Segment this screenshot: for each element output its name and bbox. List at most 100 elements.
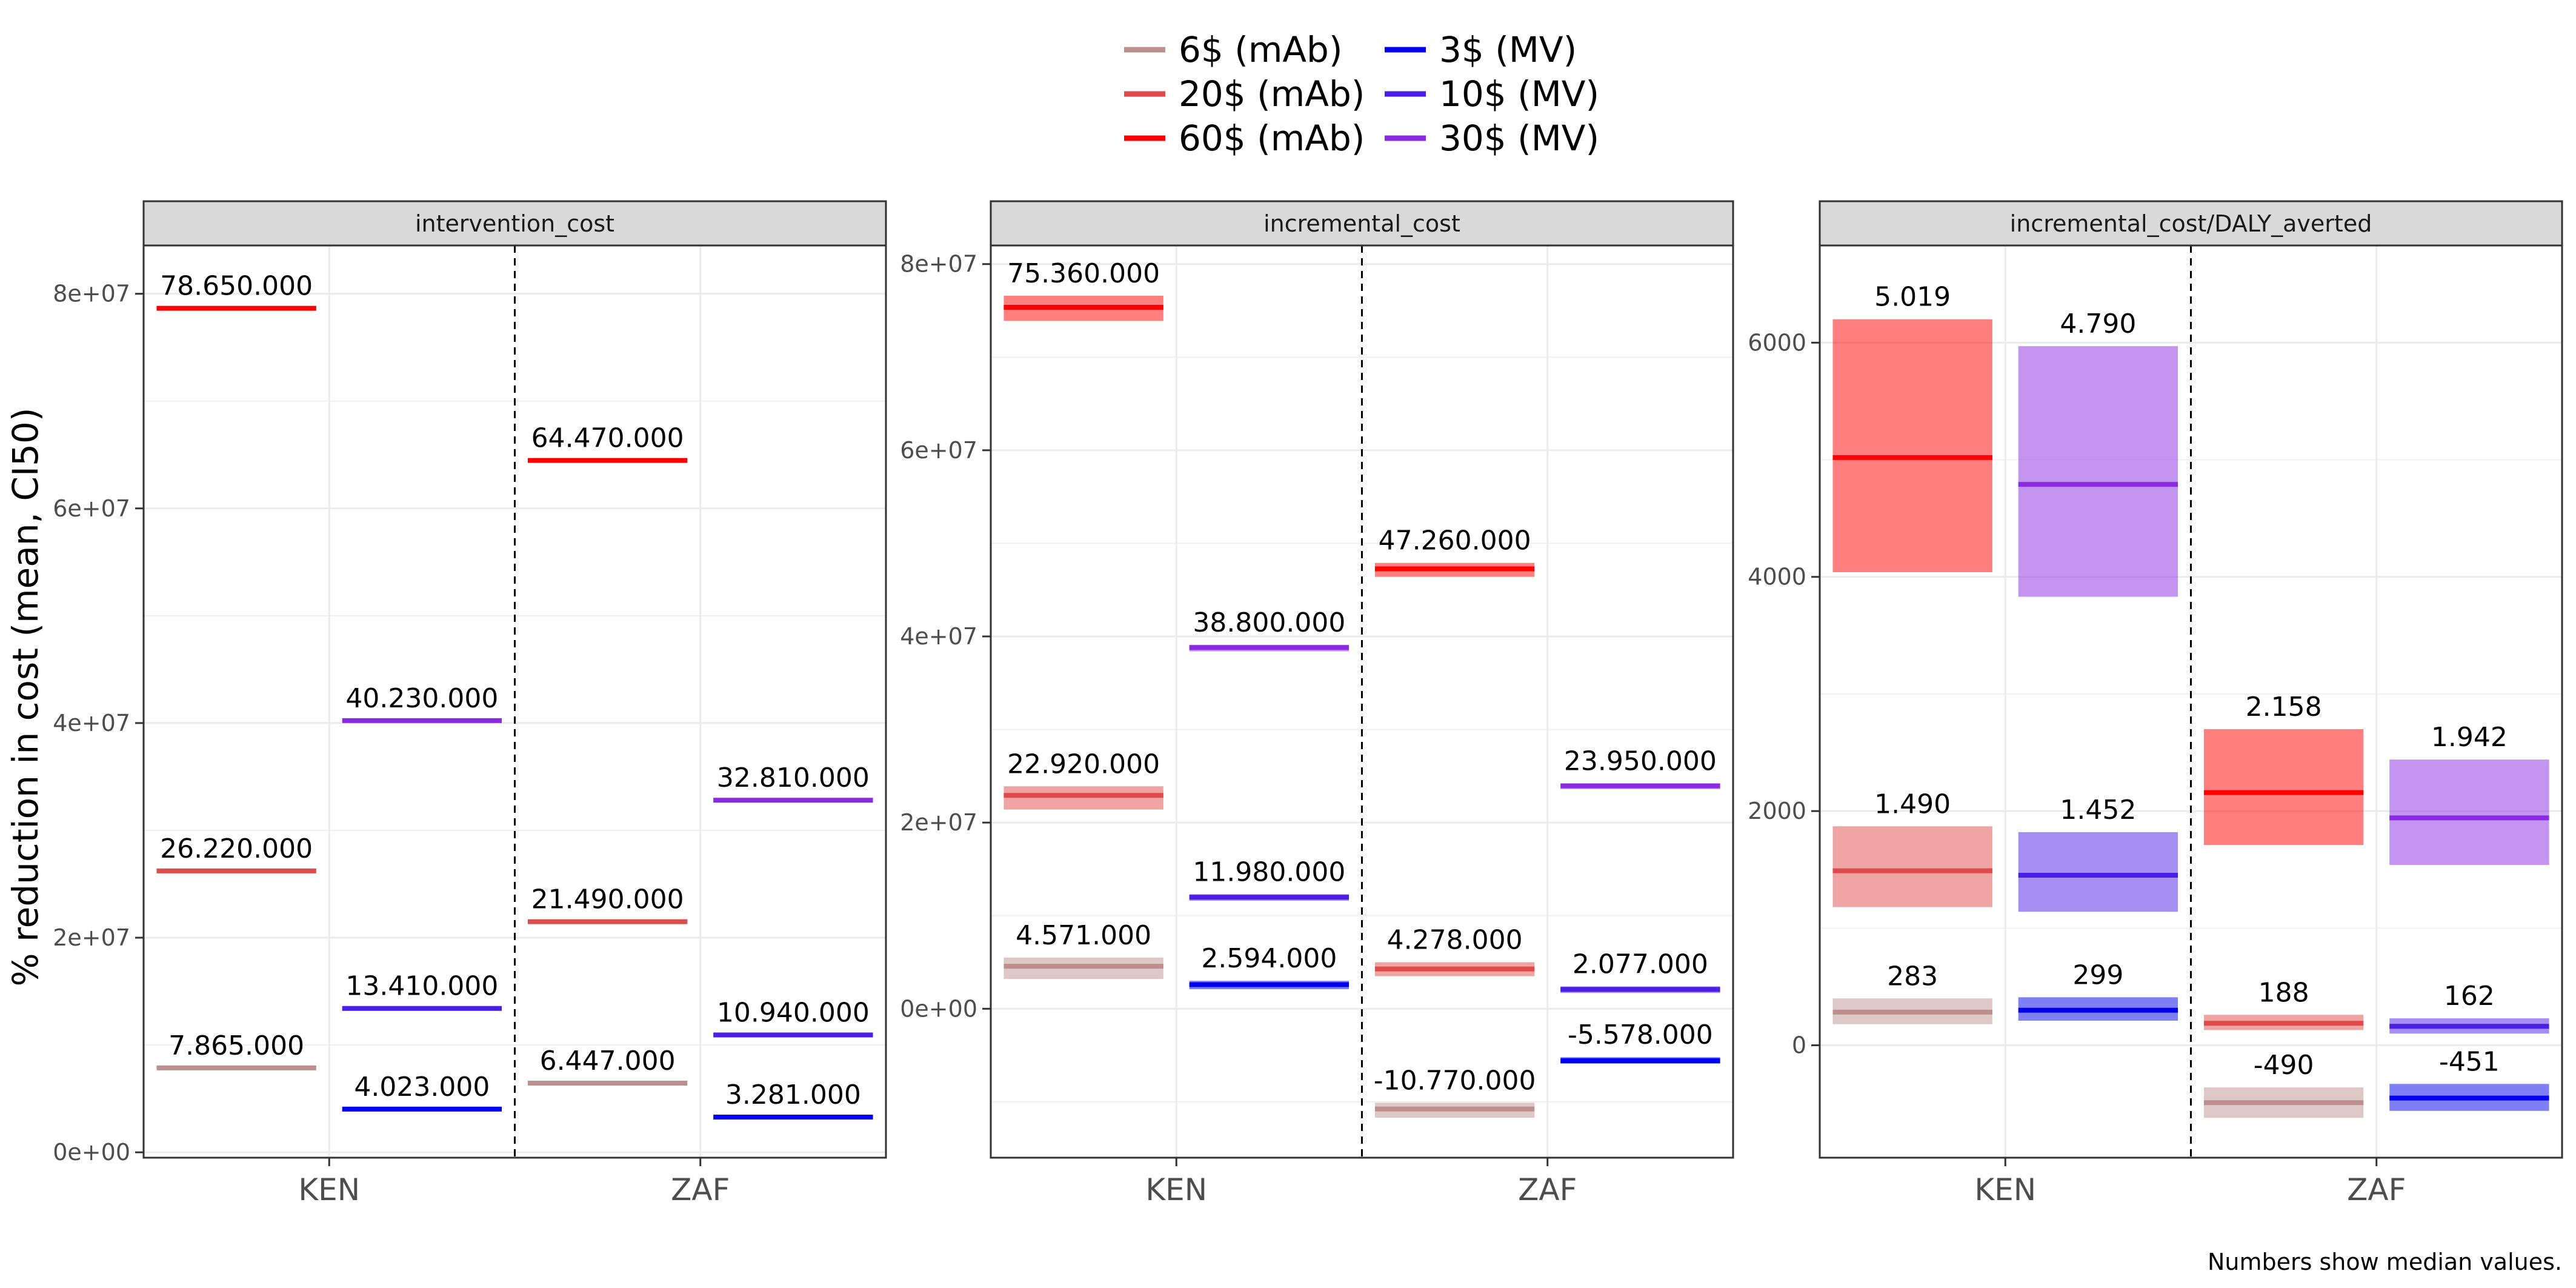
y-tick-label: 0e+00: [53, 1139, 130, 1166]
data-label: 40.230.000: [345, 683, 498, 714]
data-label: 47.260.000: [1379, 526, 1531, 556]
panel-title: intervention_cost: [415, 210, 614, 237]
data-label: 32.810.000: [717, 762, 870, 793]
legend-label: 30$ (MV): [1439, 118, 1599, 159]
data-label: 64.470.000: [531, 423, 684, 454]
crossbar-zaf-30-mv: 32.810.000: [713, 762, 873, 803]
y-axis-label: % reduction in cost (mean, CI50): [5, 408, 46, 987]
panel-strip: [990, 200, 1734, 247]
crossbar-ken-10-mv: 1.452: [2018, 795, 2178, 912]
y-tick-label: 2e+07: [53, 924, 130, 951]
crossbar-ken-10-mv: 11.980.000: [1189, 856, 1350, 901]
crossbar-ken-60-mab: 75.360.000: [1003, 258, 1163, 321]
data-label: 1.490: [1874, 789, 1951, 819]
crossbar-ken-6-mab: 7.865.000: [156, 1030, 316, 1070]
y-tick-label: 6e+07: [900, 437, 977, 464]
data-label: 13.410.000: [345, 971, 498, 1002]
legend-entry-20-mab: 20$ (mAb): [1124, 73, 1365, 115]
legend: 6$ (mAb)20$ (mAb)60$ (mAb) 3$ (MV)10$ (MV…: [1124, 29, 1599, 159]
crossbar-ken-30-mv: 4.790: [2018, 309, 2178, 597]
legend-label: 10$ (MV): [1439, 73, 1599, 115]
data-label: 188: [2258, 977, 2309, 1008]
data-label: 4.023.000: [354, 1072, 490, 1103]
data-label: 4.790: [2060, 309, 2136, 339]
data-label: 78.650.000: [160, 271, 313, 302]
panel-incremental-cost: incremental_cost 0e+00 2e+07 4e+07 6e+07 8e+0…: [900, 200, 1734, 1207]
data-label: 1.942: [2431, 722, 2508, 753]
y-tick-label: 4e+07: [900, 623, 977, 650]
legend-label: 20$ (mAb): [1179, 73, 1365, 115]
data-label: 5.019: [1874, 282, 1951, 313]
crossbar-ken-20-mab: 1.490: [1832, 789, 1992, 907]
ci-box: [2018, 832, 2178, 912]
crossbar-ken-60-mab: 5.019: [1832, 282, 1992, 573]
x-tick-label-zaf: ZAF: [671, 1172, 730, 1207]
data-label: -451: [2439, 1046, 2500, 1077]
legend-entry-3-mv: 3$ (MV): [1385, 29, 1577, 70]
panels: intervention_cost 0e+00 2e+07 4e+07 6e+07 8e+…: [53, 200, 2563, 1207]
data-label: 2.077.000: [1573, 949, 1708, 979]
data-label: 21.490.000: [531, 884, 684, 915]
x-tick-label-ken: KEN: [298, 1172, 360, 1207]
y-tick-label: 0: [1792, 1032, 1806, 1059]
data-label: 10.940.000: [717, 997, 870, 1028]
legend-entry-10-mv: 10$ (MV): [1385, 73, 1599, 115]
x-tick-label-ken: KEN: [1974, 1172, 2036, 1207]
y-tick-label: 2e+07: [900, 809, 977, 836]
y-tick-label: 6000: [1748, 329, 1806, 356]
panel-border: [142, 244, 887, 1159]
crossbar-ken-3-mv: 299: [2018, 959, 2178, 1021]
crossbar-ken-6-mab: 283: [1832, 961, 1992, 1024]
data-label: 75.360.000: [1007, 258, 1160, 289]
ci-box: [1832, 826, 1992, 907]
crossbar-zaf-3-mv: -451: [2389, 1046, 2549, 1111]
ci-box: [2018, 346, 2178, 597]
crossbar-zaf-3-mv: -5.578.000: [1560, 1019, 1720, 1064]
data-label: 162: [2444, 981, 2495, 1012]
crossbar-ken-20-mab: 26.220.000: [156, 833, 316, 873]
legend-entry-6-mab: 6$ (mAb): [1124, 29, 1343, 70]
crossbar-zaf-6-mab: -490: [2203, 1050, 2364, 1118]
legend-label: 3$ (MV): [1439, 29, 1577, 70]
data-label: -490: [2254, 1050, 2314, 1081]
ci-box: [1003, 786, 1163, 810]
y-tick-label: 4e+07: [53, 710, 130, 736]
data-label: 1.452: [2060, 795, 2136, 826]
x-tick-label-ken: KEN: [1145, 1172, 1207, 1207]
panel-background: [991, 245, 1733, 1158]
panel-background: [144, 245, 886, 1158]
crossbar-zaf-6-mab: -10.770.000: [1374, 1065, 1536, 1118]
ci-box: [2389, 759, 2549, 866]
crossbar-ken-20-mab: 22.920.000: [1003, 749, 1163, 810]
crossbar-ken-60-mab: 78.650.000: [156, 271, 316, 311]
crossbar-zaf-20-mab: 21.490.000: [527, 884, 688, 924]
data-label: 11.980.000: [1193, 856, 1345, 887]
crossbar-zaf-30-mv: 1.942: [2389, 722, 2549, 866]
legend-entry-60-mab: 60$ (mAb): [1124, 118, 1365, 159]
crossbar-ken-3-mv: 4.023.000: [342, 1072, 502, 1112]
x-tick-label-zaf: ZAF: [2347, 1172, 2406, 1207]
data-label: -5.578.000: [1568, 1019, 1713, 1050]
legend-label: 6$ (mAb): [1179, 29, 1343, 70]
legend-entry-30-mv: 30$ (MV): [1385, 118, 1599, 159]
data-label: 7.865.000: [168, 1030, 304, 1061]
crossbar-zaf-60-mab: 47.260.000: [1374, 526, 1535, 577]
crossbar-zaf-60-mab: 2.158: [2203, 692, 2364, 846]
crossbar-zaf-30-mv: 23.950.000: [1560, 746, 1720, 789]
panel-border: [1819, 244, 2563, 1159]
data-label: 4.278.000: [1387, 925, 1523, 956]
panel-intervention-cost: intervention_cost 0e+00 2e+07 4e+07 6e+07 8e+…: [53, 200, 887, 1207]
data-label: 2.158: [2246, 692, 2322, 722]
crossbar-zaf-10-mv: 2.077.000: [1560, 949, 1720, 993]
crossbar-ken-6-mab: 4.571.000: [1003, 920, 1163, 979]
data-label: 299: [2072, 959, 2123, 990]
panel-title: incremental_cost/DALY_averted: [2010, 210, 2372, 237]
ci-box: [2203, 729, 2364, 846]
y-tick-label: 8e+07: [900, 251, 977, 278]
crossbar-ken-10-mv: 13.410.000: [342, 971, 502, 1011]
crossbar-zaf-10-mv: 162: [2389, 981, 2549, 1034]
data-label: 22.920.000: [1007, 749, 1160, 779]
panel-incremental-cost-daly-averted: incremental_cost/DALY_averted 0 2000 4000 60…: [1748, 200, 2563, 1207]
crossbar-zaf-20-mab: 188: [2203, 977, 2364, 1030]
